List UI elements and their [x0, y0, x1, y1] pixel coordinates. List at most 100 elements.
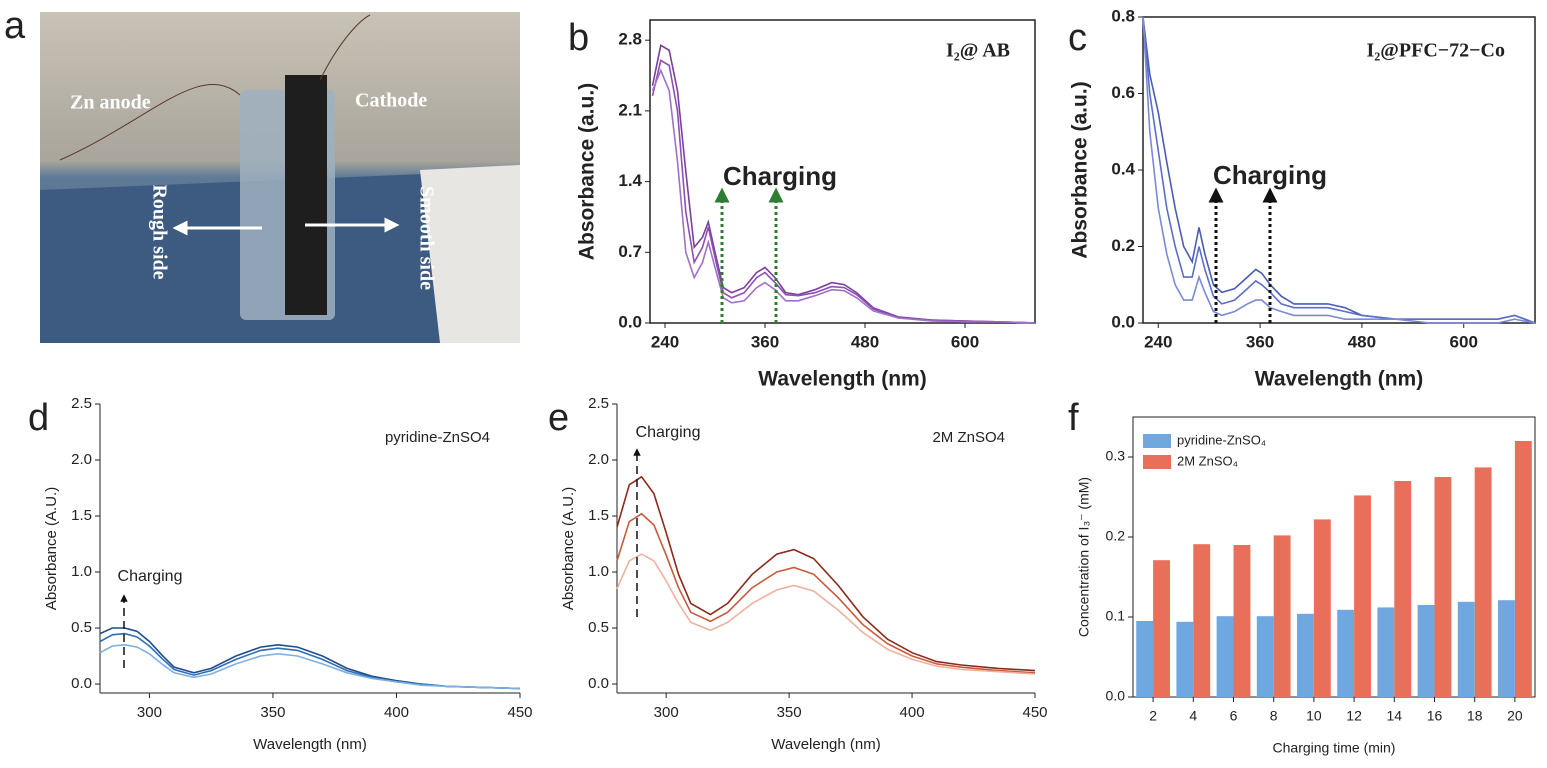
chart-panel: c 0.0 0.2 0.4 0.6 0.8 Absorbance (a.u.) Wavelen…	[1068, 6, 1536, 391]
bar	[1474, 467, 1492, 697]
panel-title: I₂@PFC−72−Co	[1367, 40, 1506, 62]
y-tick-label: 1.5	[71, 507, 92, 524]
x-axis-label: Charging time (min)	[1273, 740, 1396, 756]
y-tick-label: 1.5	[588, 507, 609, 524]
y-tick-label: 2.5	[588, 395, 609, 412]
paper	[420, 165, 520, 343]
y-tick-label: 1.4	[618, 171, 642, 190]
x-tick-label: 600	[1450, 332, 1478, 351]
spectrum-line	[1142, 16, 1536, 324]
x-tick-label: 10	[1306, 708, 1322, 724]
y-tick-label: 0.5	[71, 619, 92, 636]
panel-label: b	[568, 17, 589, 59]
spectrum-line	[99, 627, 521, 690]
x-tick-label: 12	[1346, 708, 1362, 724]
x-tick-label: 400	[900, 704, 925, 721]
panel-title: I₂@ AB	[946, 40, 1010, 62]
y-axis-label: Absorbance (a.u.)	[576, 83, 599, 260]
bar	[1377, 607, 1395, 697]
plot-frame	[649, 19, 1036, 324]
x-tick-label: 300	[137, 704, 162, 721]
legend-swatch	[1143, 455, 1171, 469]
x-tick-label: 480	[851, 332, 879, 351]
annotation: Charging	[723, 161, 837, 191]
x-tick-label: 14	[1387, 708, 1403, 724]
spectrum-line	[651, 44, 1036, 324]
plot-frame	[1132, 416, 1536, 698]
spectrum-line	[99, 643, 521, 690]
photo-label: Cathode	[355, 90, 427, 112]
spectrum-line	[651, 59, 1036, 324]
x-axis-label: Wavelength (nm)	[758, 368, 926, 391]
bar	[1417, 605, 1435, 697]
y-tick-label: 0.5	[588, 619, 609, 636]
bar	[1256, 616, 1274, 697]
x-tick-label: 16	[1427, 708, 1443, 724]
y-tick-label: 1.0	[71, 563, 92, 580]
x-tick-label: 360	[1246, 332, 1274, 351]
y-tick-label: 0.0	[618, 312, 642, 331]
bar	[1273, 535, 1291, 697]
x-tick-label: 360	[751, 332, 779, 351]
y-tick-label: 0.1	[1106, 608, 1126, 624]
x-tick-label: 300	[654, 704, 679, 721]
bar	[1457, 601, 1475, 697]
y-tick-label: 2.1	[618, 100, 642, 119]
y-tick-label: 0.8	[1111, 6, 1135, 25]
bar	[1313, 519, 1331, 697]
photo-label: Rough side	[148, 184, 170, 279]
y-tick-label: 0.2	[1106, 528, 1126, 544]
bar	[1394, 481, 1412, 697]
x-tick-label: 600	[951, 332, 979, 351]
x-axis-label: Wavelengh (nm)	[771, 736, 880, 753]
chart-panel: b 0.0 0.7 1.4 2.1 2.8 Absorbance (a.u.) Wavelen…	[568, 17, 1036, 391]
cathode	[285, 75, 327, 315]
wire	[59, 84, 241, 161]
y-axis-label: Concentration of I₃⁻ (mM)	[1076, 477, 1092, 637]
y-tick-label: 0.0	[588, 675, 609, 692]
spectrum-line	[616, 512, 1036, 674]
legend-label: 2M ZnSO₄	[1177, 453, 1238, 468]
panel-label: c	[1068, 17, 1087, 59]
x-tick-label: 350	[260, 704, 285, 721]
panel-label: f	[1068, 397, 1079, 439]
annotation: Charging	[636, 424, 701, 441]
x-tick-label: 400	[384, 704, 409, 721]
bar	[1153, 560, 1170, 697]
x-tick-label: 350	[777, 704, 802, 721]
y-tick-label: 2.0	[588, 451, 609, 468]
y-tick-label: 0.0	[1106, 688, 1126, 704]
bar	[1434, 477, 1452, 697]
y-axis-label: Absorbance (A.U.)	[560, 487, 577, 610]
y-axis-label: Absorbance (A.U.)	[43, 487, 60, 610]
x-tick-label: 480	[1348, 332, 1376, 351]
x-axis-label: Wavelength (nm)	[253, 736, 367, 753]
chart-panel: d 0.0 0.5 1.0 1.5 2.0 2.5 Absorbance (A.U.) Wave…	[28, 395, 533, 753]
y-tick-label: 0.3	[1106, 448, 1126, 464]
legend-swatch	[1143, 434, 1171, 448]
photo-label: Smooth side	[415, 186, 437, 290]
y-tick-label: 0.7	[618, 242, 642, 261]
x-tick-label: 2	[1149, 708, 1157, 724]
panel-title: 2M ZnSO4	[932, 429, 1005, 446]
bar	[1136, 621, 1154, 697]
x-tick-label: 240	[651, 332, 679, 351]
x-tick-label: 240	[1144, 332, 1172, 351]
bar	[1176, 621, 1194, 697]
y-tick-label: 0.4	[1111, 159, 1135, 178]
annotation: Charging	[118, 568, 183, 585]
chart-panel: e 0.0 0.5 1.0 1.5 2.0 2.5 Absorbance (A.U.) Wave…	[548, 395, 1048, 753]
spectrum-line	[99, 632, 521, 690]
x-tick-label: 18	[1467, 708, 1483, 724]
annotation: Charging	[1213, 160, 1327, 190]
panel-label: d	[28, 397, 49, 439]
bar	[1354, 495, 1371, 697]
panel-label: e	[548, 397, 569, 439]
x-tick-label: 450	[1022, 704, 1047, 721]
panel-title: pyridine-ZnSO4	[385, 429, 490, 446]
y-tick-label: 0.0	[71, 675, 92, 692]
bar	[1337, 609, 1355, 697]
x-tick-label: 6	[1230, 708, 1238, 724]
photo-label: Zn anode	[70, 92, 151, 114]
